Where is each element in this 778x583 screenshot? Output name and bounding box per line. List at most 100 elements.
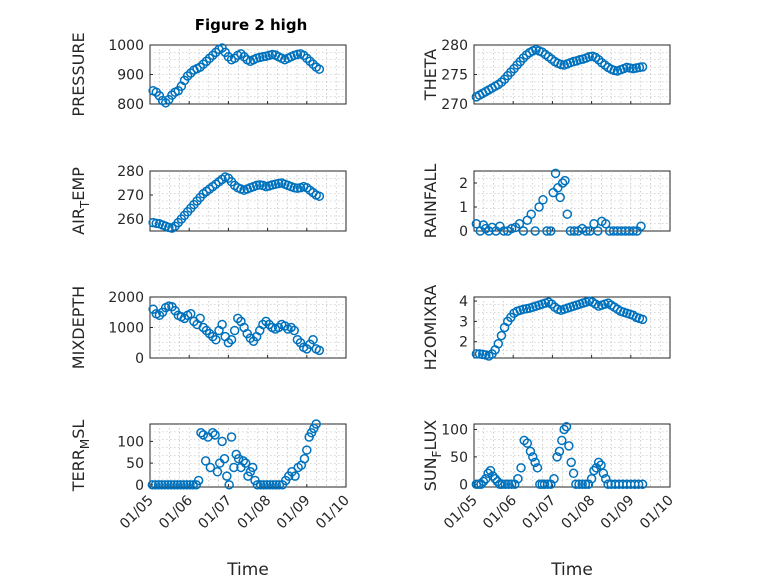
data-point <box>265 480 275 490</box>
data-point <box>238 456 249 466</box>
data-point <box>506 223 517 234</box>
data-point <box>488 471 498 481</box>
data-point <box>274 480 285 490</box>
data-point <box>239 52 249 62</box>
data-point <box>217 436 227 447</box>
y-tick-label: 0 <box>459 477 468 493</box>
y-tick-label: 1000 <box>108 321 144 337</box>
data-point <box>167 90 177 100</box>
data-point <box>522 438 533 448</box>
y-tick-label: 800 <box>117 97 144 113</box>
data-point <box>210 430 220 440</box>
data-point <box>574 479 584 490</box>
data-point <box>476 479 486 490</box>
data-point <box>580 479 591 490</box>
data-point <box>589 465 599 476</box>
data-point <box>314 191 325 201</box>
data-point <box>553 183 563 193</box>
data-point <box>628 226 638 236</box>
data-point <box>546 226 556 236</box>
data-point <box>496 77 507 87</box>
y-axis-label: MIXDEPTH <box>69 286 88 369</box>
data-point <box>514 219 525 229</box>
y-axis-label: AIRTEMP <box>69 167 92 235</box>
data-point <box>593 226 603 236</box>
data-point <box>252 480 263 490</box>
y-tick-label: 270 <box>117 188 144 204</box>
data-point <box>229 53 240 64</box>
data-point <box>298 50 309 61</box>
y-tick-label: 100 <box>117 434 144 450</box>
data-point <box>179 313 190 324</box>
data-point <box>516 463 526 473</box>
data-point <box>518 53 529 63</box>
y-tick-label: 4 <box>459 294 468 310</box>
data-point <box>205 462 216 473</box>
data-point <box>185 480 195 490</box>
y-axis-label-main: AIR <box>69 208 88 235</box>
data-point <box>526 209 536 219</box>
data-point <box>497 479 507 490</box>
data-point <box>204 53 215 64</box>
data-point <box>603 479 613 490</box>
y-axis-label: H2OMIXRA <box>421 285 440 371</box>
data-point <box>542 226 552 236</box>
data-point <box>550 168 561 179</box>
data-point <box>182 71 193 81</box>
data-point <box>637 479 648 490</box>
data-point <box>493 339 504 349</box>
data-point <box>193 475 204 486</box>
data-point <box>633 479 644 490</box>
y-axis-label-rest: LUX <box>421 420 440 451</box>
data-point <box>530 226 540 236</box>
data-point <box>302 445 312 455</box>
data-point <box>245 333 256 343</box>
data-point <box>546 299 557 309</box>
data-point <box>591 463 602 473</box>
data-point <box>178 480 189 490</box>
data-point <box>229 325 240 336</box>
data-series <box>471 421 648 490</box>
y-tick-label: 100 <box>441 422 468 438</box>
data-point <box>223 338 234 348</box>
data-point <box>302 53 312 64</box>
data-point <box>600 474 611 484</box>
data-point <box>229 462 239 473</box>
y-tick-label: 2 <box>459 176 468 192</box>
data-point <box>207 427 218 438</box>
data-point <box>255 480 266 490</box>
data-series <box>148 301 325 356</box>
figure-title: Figure 2 high <box>195 16 308 34</box>
y-tick-label: 280 <box>441 38 468 54</box>
data-point <box>154 90 165 101</box>
y-tick-label: 2 <box>459 335 468 351</box>
data-point <box>478 476 489 487</box>
y-tick-label: 2000 <box>108 290 144 306</box>
data-point <box>219 454 230 464</box>
data-point <box>217 319 227 330</box>
data-point <box>240 458 251 468</box>
data-point <box>305 56 315 66</box>
data-point <box>600 219 611 229</box>
data-point <box>596 460 606 470</box>
grid-lines <box>474 424 670 487</box>
data-point <box>195 313 205 324</box>
data-point <box>147 480 158 490</box>
data-point <box>525 446 536 457</box>
data-point <box>195 62 205 72</box>
y-tick-label: 3 <box>459 314 468 330</box>
y-axis-label-rest: SL <box>69 420 88 439</box>
data-point <box>564 441 574 451</box>
y-axis-label: SUNFLUX <box>421 420 444 492</box>
data-point <box>474 349 485 359</box>
data-point <box>566 457 576 468</box>
data-point <box>233 454 244 464</box>
data-series <box>148 172 325 233</box>
y-tick-label: 270 <box>441 97 468 113</box>
grid-lines <box>474 297 670 358</box>
data-point <box>271 480 281 490</box>
y-axis-label-subscript: T <box>78 200 92 209</box>
data-point <box>211 47 221 58</box>
